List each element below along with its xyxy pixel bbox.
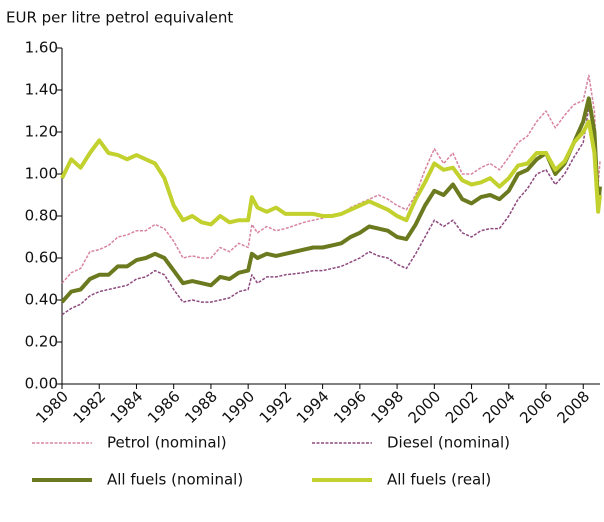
- legend-label: Diesel (nominal): [387, 434, 510, 452]
- y-tick-label: 1.60: [25, 39, 58, 57]
- x-tick-label: 1984: [107, 387, 147, 427]
- series-line: [61, 74, 601, 284]
- x-tick-label: 1982: [70, 387, 110, 427]
- y-axis-label: EUR per litre petrol equivalent: [6, 9, 233, 27]
- legend-label: Petrol (nominal): [107, 434, 227, 452]
- y-tick-label: 0.20: [25, 333, 58, 351]
- series-line: [60, 119, 602, 227]
- x-tick-label: 1998: [367, 387, 407, 427]
- x-tick-label: 1992: [256, 387, 296, 427]
- x-tick-label: 1996: [330, 387, 370, 427]
- series-line: [61, 106, 601, 316]
- y-tick-label: 0.80: [25, 207, 58, 225]
- x-tick-label: 1990: [218, 387, 258, 427]
- legend-label: All fuels (nominal): [107, 471, 243, 489]
- x-tick-label: 2006: [516, 387, 556, 427]
- y-tick-label: 0.00: [25, 375, 58, 393]
- x-tick-label: 1986: [144, 387, 184, 427]
- series-line: [60, 96, 602, 304]
- y-tick-label: 0.60: [25, 249, 58, 267]
- x-tick-label: 2004: [479, 387, 519, 427]
- y-tick-label: 1.00: [25, 165, 58, 183]
- x-tick-label: 1980: [32, 387, 72, 427]
- x-tick-label: 2008: [554, 387, 594, 427]
- x-tick-label: 2002: [442, 387, 482, 427]
- x-tick-label: 1988: [181, 387, 221, 427]
- y-tick-label: 1.20: [25, 123, 58, 141]
- y-tick-label: 1.40: [25, 81, 58, 99]
- x-tick-label: 1994: [293, 387, 333, 427]
- x-tick-label: 2000: [405, 387, 445, 427]
- legend-label: All fuels (real): [387, 471, 491, 489]
- y-tick-label: 0.40: [25, 291, 58, 309]
